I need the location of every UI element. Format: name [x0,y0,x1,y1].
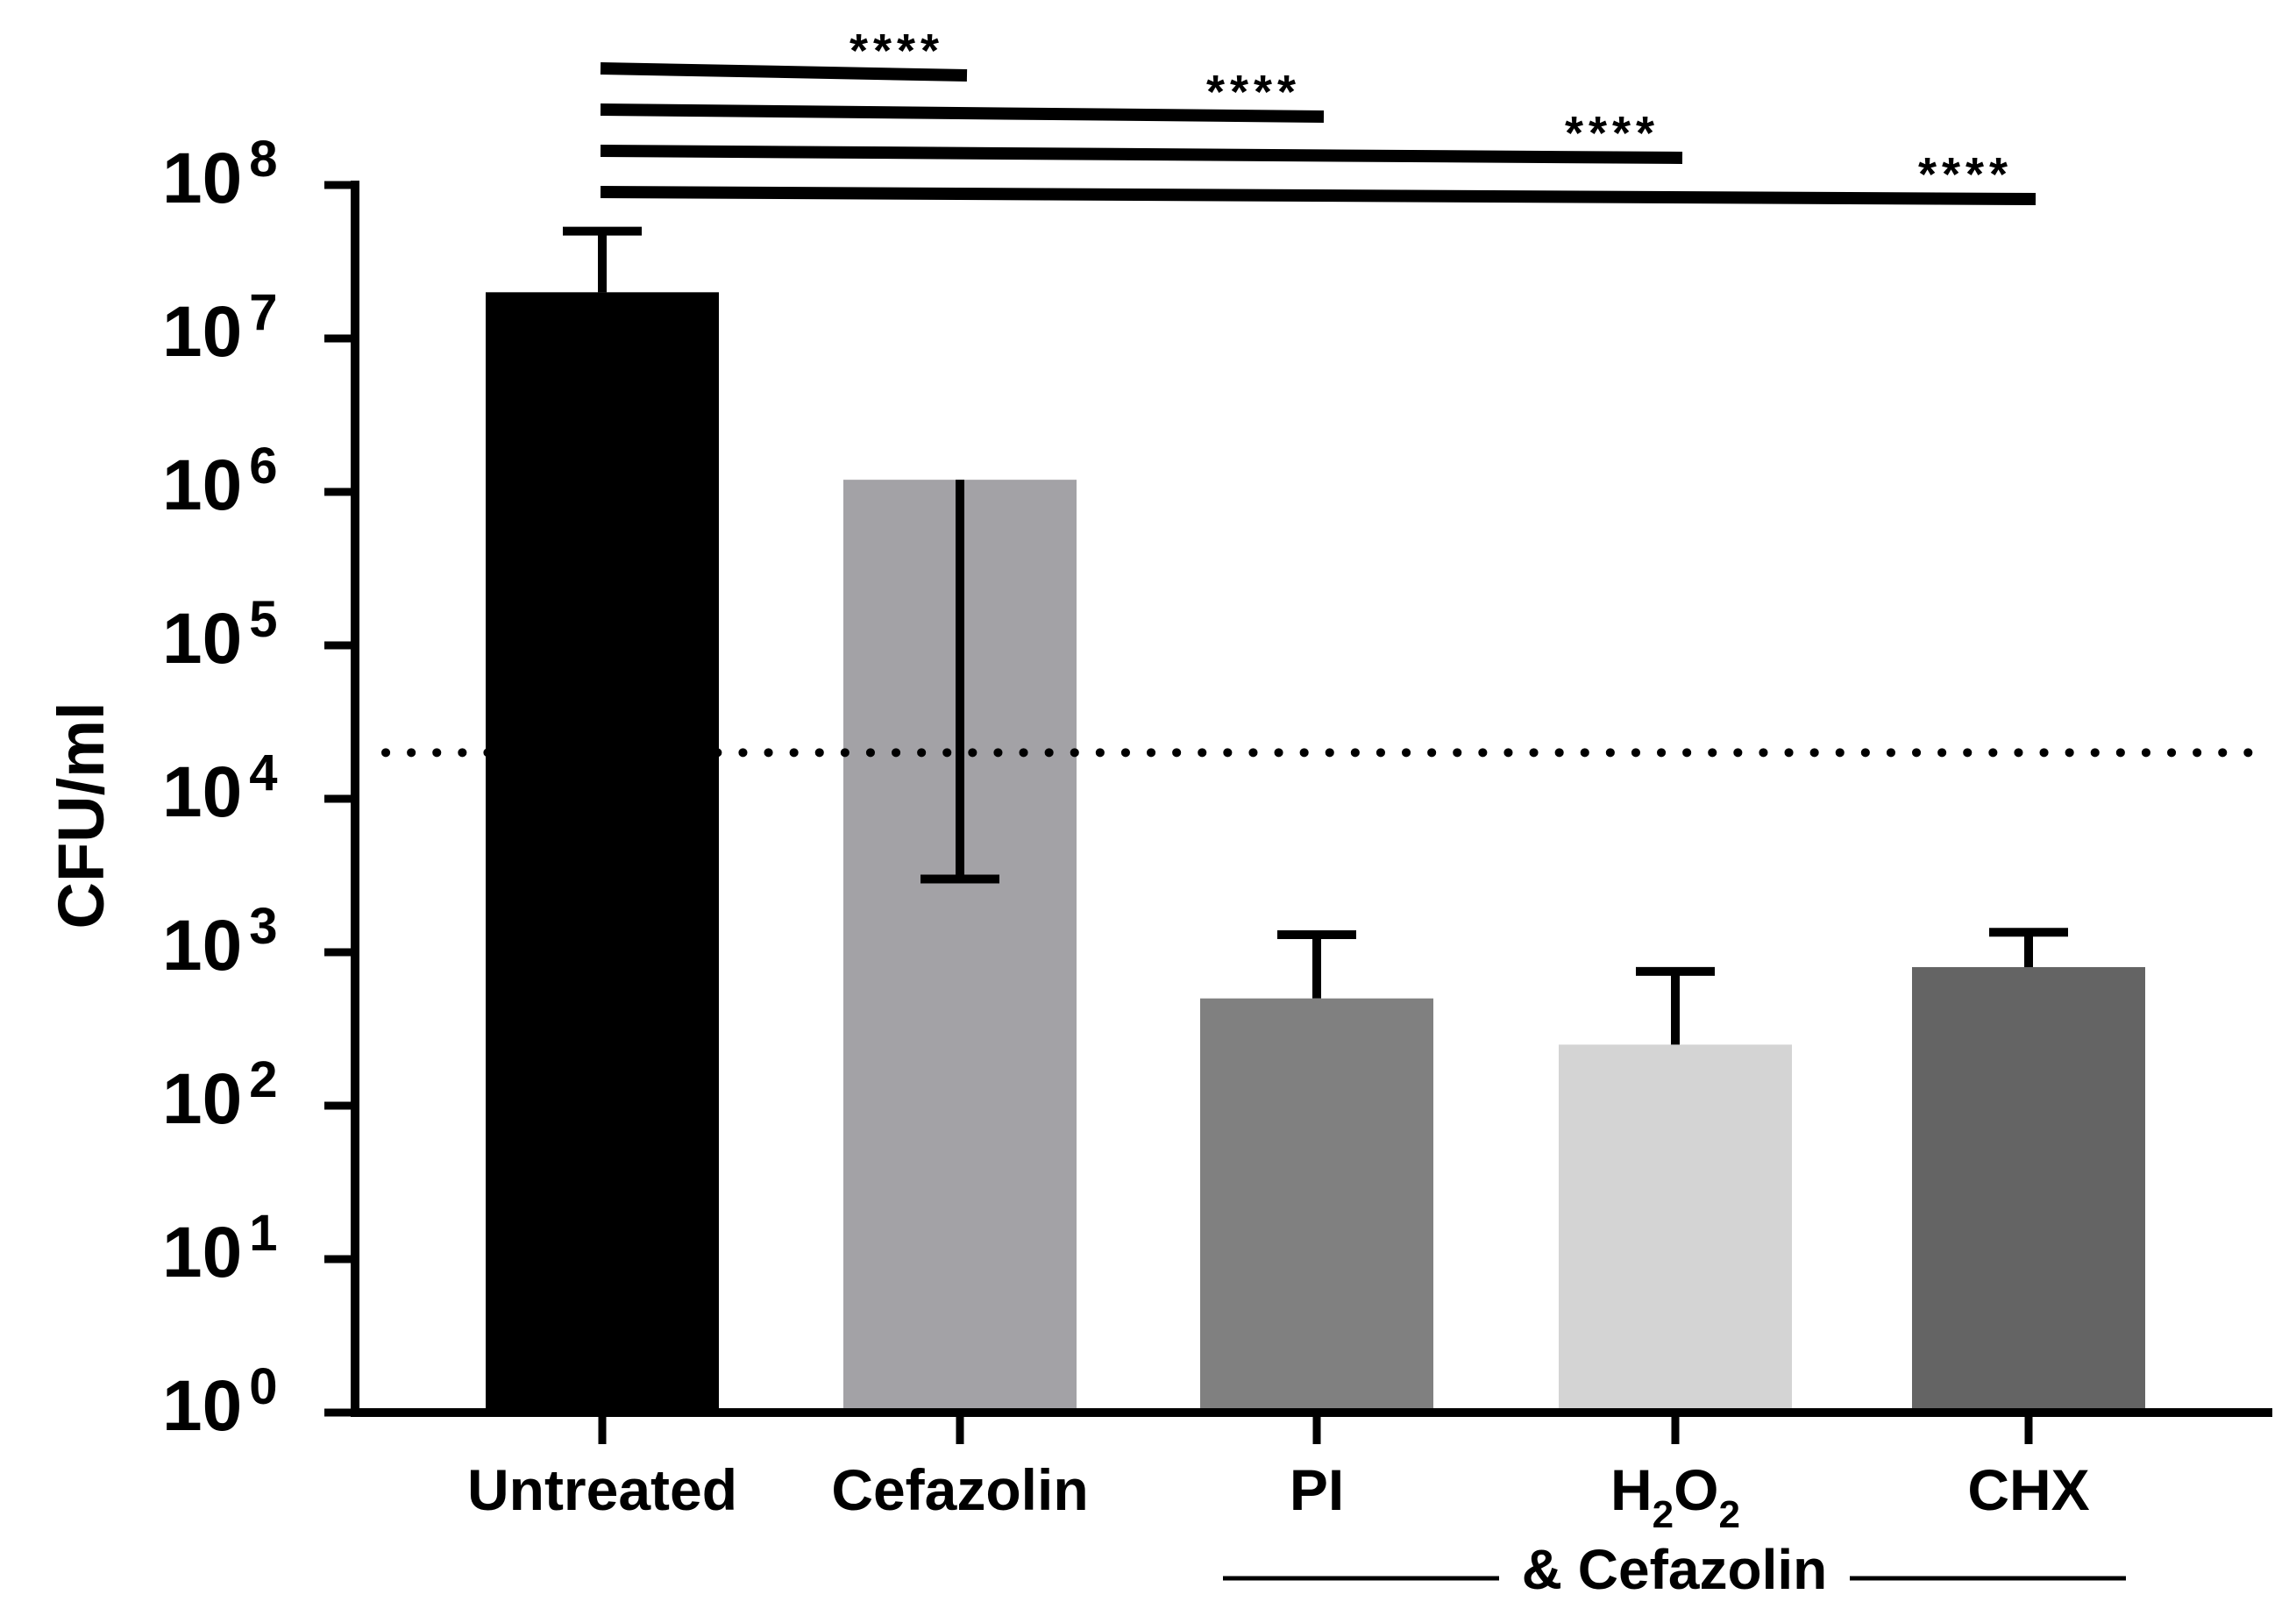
significance-stars: **** [1565,107,1660,160]
y-tick-label: 10 6 [162,438,277,525]
x-tick-label: Untreated [467,1457,737,1522]
x-tick-label: Cefazolin [831,1457,1088,1522]
significance-line [600,145,1683,164]
formula-part: H [1610,1457,1653,1522]
bar-1 [486,292,719,1413]
significance-stars: **** [1206,66,1301,118]
y-tick-exponent: 0 [249,1358,277,1415]
y-tick-label: 10 0 [162,1358,277,1446]
y-tick-exponent: 8 [249,131,277,188]
x-tick-label: H2O2 [1610,1457,1740,1536]
significance-stars: **** [849,25,944,77]
y-tick-exponent: 6 [249,438,277,495]
group-label: & Cefazolin [1223,1538,2126,1601]
significance-stars: **** [1918,148,2013,201]
group-label-text: & Cefazolin [1522,1538,1827,1601]
y-axis-label: CFU/ml [45,702,117,929]
formula-part: O [1674,1457,1718,1522]
significance-line [600,103,1325,123]
bars [486,226,2145,1413]
y-tick-base: 10 [162,1213,242,1292]
y-tick-base: 10 [162,1059,242,1139]
y-tick-exponent: 7 [249,284,277,341]
y-tick-base: 10 [162,1366,242,1446]
significance-line [600,186,2037,205]
y-tick-label: 10 7 [162,284,277,372]
y-tick-base: 10 [162,292,242,372]
y-tick-exponent: 2 [249,1051,277,1108]
y-tick-label: 10 3 [162,898,277,986]
subscript: 2 [1719,1493,1740,1536]
y-tick-exponent: 5 [249,591,277,648]
y-tick-base: 10 [162,139,242,218]
x-tick-label: PI [1290,1457,1344,1522]
y-tick-exponent: 1 [249,1205,277,1262]
x-axis: Untreated Cefazolin PI H2O2 CHX [351,1408,2272,1536]
bar-4 [1559,1044,1792,1413]
y-tick-exponent: 3 [249,898,277,955]
x-tick-label: CHX [1967,1457,2089,1522]
y-tick-label: 10 4 [162,744,277,832]
y-tick-base: 10 [162,906,242,986]
y-tick-base: 10 [162,752,242,832]
y-tick-label: 10 1 [162,1205,277,1292]
y-tick-label: 10 8 [162,131,277,218]
bar-3 [1200,998,1433,1413]
bar-5 [1912,966,2145,1413]
y-tick-label: 10 2 [162,1051,277,1139]
y-tick-label: 10 5 [162,591,277,679]
significance-brackets: **** **** **** **** [600,25,2037,205]
y-tick-base: 10 [162,599,242,679]
subscript: 2 [1653,1493,1674,1536]
y-tick-base: 10 [162,445,242,525]
y-tick-exponent: 4 [249,744,277,801]
significance-line [600,62,968,82]
